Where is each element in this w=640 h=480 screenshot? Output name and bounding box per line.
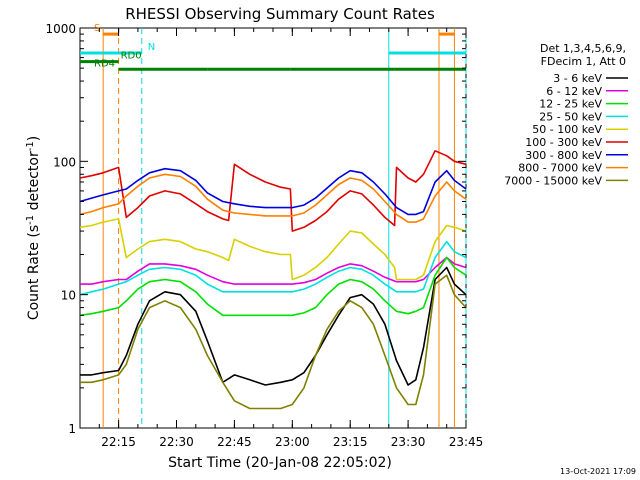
y-tick-label-3: 1000 [45, 22, 76, 36]
y-axis-label-end: ) [26, 136, 42, 141]
y-axis-label-sup1: -1 [25, 215, 36, 225]
series-line-8 [80, 274, 467, 410]
series-line-5 [79, 150, 467, 232]
y-axis-label-mid: detector [26, 151, 42, 215]
flag-label-1: N [148, 42, 155, 53]
footer-timestamp: 13-Oct-2021 17:09 [560, 467, 636, 476]
x-tick-label-1: 22:30 [159, 435, 194, 449]
y-axis-label-sup2: -1 [25, 141, 36, 151]
y-tick-label-0: 1 [68, 422, 76, 436]
y-axis: 1 10 100 1000 [45, 22, 466, 436]
legend-label-1: 6 - 12 keV [546, 85, 602, 98]
legend-label-2: 12 - 25 keV [539, 98, 602, 111]
series-line-1 [80, 256, 467, 285]
x-tick-label-4: 23:15 [333, 435, 368, 449]
y-axis-label: Count Rate (s-1 detector-1) [25, 136, 43, 320]
observing-flag-bars: S N RD0 RD4 [80, 23, 466, 71]
y-axis-label-main: Count Rate (s [26, 225, 42, 320]
series-line-0 [80, 266, 467, 386]
plot-frame [79, 27, 467, 429]
legend-label-3: 25 - 50 keV [539, 110, 602, 123]
series-line-3 [79, 240, 467, 296]
legend: Det 1,3,4,5,6,9, FDecim 1, Att 0 3 - 6 k… [504, 42, 628, 187]
series-lines [79, 150, 467, 410]
series-line-4 [79, 218, 467, 281]
x-tick-label-6: 23:45 [449, 435, 484, 449]
x-tick-label-5: 23:30 [391, 435, 426, 449]
x-tick-label-2: 22:45 [217, 435, 252, 449]
series-line-7 [79, 173, 467, 223]
legend-label-0: 3 - 6 keV [553, 72, 602, 85]
legend-label-8: 7000 - 15000 keV [504, 174, 602, 187]
legend-label-4: 50 - 100 keV [532, 123, 602, 136]
legend-label-5: 100 - 300 keV [525, 136, 602, 149]
chart-title: RHESSI Observing Summary Count Rates [125, 5, 435, 23]
x-tick-label-3: 23:00 [275, 435, 310, 449]
x-axis: 22:15 22:30 22:45 23:00 23:15 23:30 23:45 [79, 28, 484, 449]
flag-label-0: S [94, 23, 100, 34]
series-line-2 [79, 256, 467, 317]
flag-label-2: RD0 [121, 51, 142, 62]
legend-header-1: Det 1,3,4,5,6,9, [540, 42, 626, 55]
x-tick-label-0: 22:15 [101, 435, 136, 449]
legend-label-7: 800 - 7000 keV [518, 162, 602, 175]
vertical-marker-lines [102, 28, 467, 428]
flag-label-3: RD4 [94, 58, 115, 69]
legend-label-6: 300 - 800 keV [525, 149, 602, 162]
plot-area: S N RD0 RD4 1 10 100 1000 22:15 22:30 22:45 23:00… [45, 22, 483, 449]
x-axis-label: Start Time (20-Jan-08 22:05:02) [168, 455, 392, 471]
legend-header-2: FDecim 1, Att 0 [541, 55, 626, 68]
y-tick-label-2: 100 [53, 155, 76, 169]
series-line-6 [79, 167, 467, 216]
y-tick-label-1: 10 [61, 289, 76, 303]
